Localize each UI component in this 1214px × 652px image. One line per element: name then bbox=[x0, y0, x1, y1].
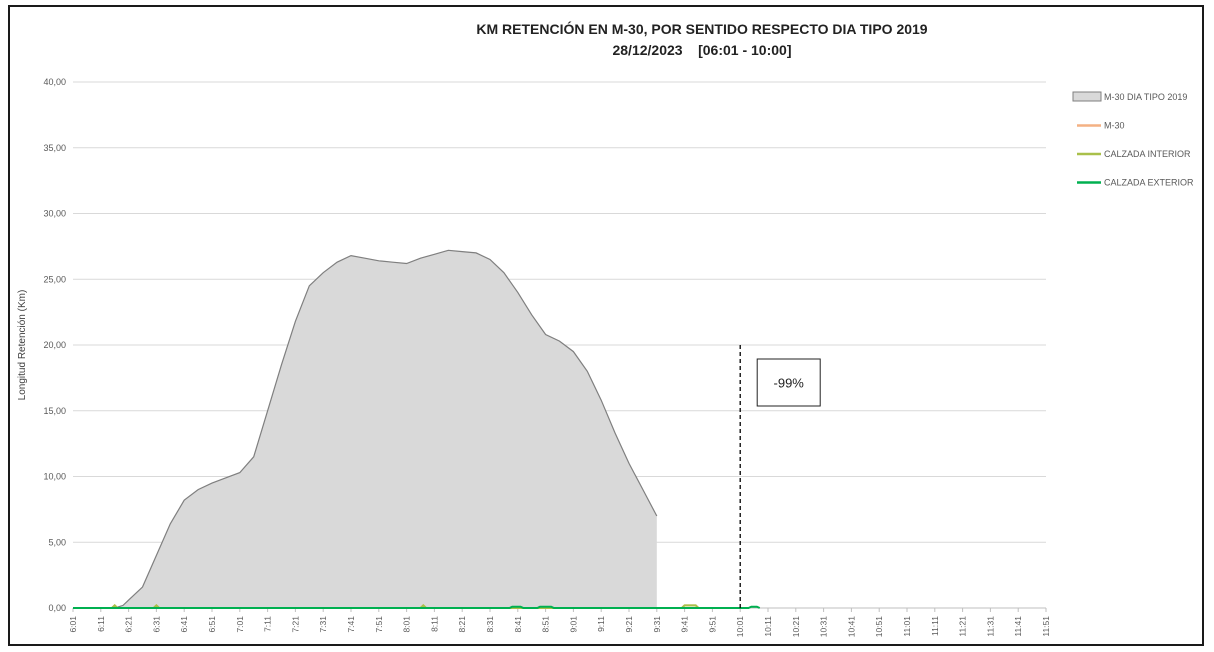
x-tick-label: 11:31 bbox=[985, 616, 995, 637]
x-tick-label: 8:21 bbox=[457, 616, 467, 633]
x-tick-label: 7:51 bbox=[374, 616, 384, 633]
y-tick-label: 35,00 bbox=[43, 143, 66, 153]
legend-label: CALZADA INTERIOR bbox=[1104, 149, 1191, 159]
x-tick-label: 7:31 bbox=[318, 616, 328, 633]
x-tick-label: 9:51 bbox=[707, 616, 717, 633]
series-area-fill bbox=[73, 250, 657, 609]
series-area-outline bbox=[73, 249, 658, 609]
x-tick-label: 7:41 bbox=[346, 616, 356, 633]
x-tick-label: 9:11 bbox=[596, 616, 606, 632]
x-tick-label: 10:41 bbox=[846, 616, 856, 638]
x-tick-label: 8:31 bbox=[485, 616, 495, 633]
x-tick-label: 9:01 bbox=[568, 616, 578, 633]
x-tick-label: 6:01 bbox=[68, 616, 78, 633]
series-layer bbox=[73, 249, 761, 609]
x-tick-label: 11:01 bbox=[902, 616, 912, 637]
x-tick-label: 11:51 bbox=[1041, 616, 1051, 637]
y-axis-label: Longitud Retención (Km) bbox=[17, 290, 28, 401]
x-tick-label: 6:51 bbox=[207, 616, 217, 633]
annotation: -99% bbox=[739, 345, 821, 608]
y-tick-label: 25,00 bbox=[43, 274, 66, 284]
y-tick-label: 5,00 bbox=[48, 537, 66, 547]
x-tick-label: 10:51 bbox=[874, 616, 884, 638]
y-tick-label: 0,00 bbox=[48, 603, 66, 613]
x-tick-label: 7:01 bbox=[235, 616, 245, 633]
y-tick-label: 10,00 bbox=[43, 472, 66, 482]
x-tick-label: 6:21 bbox=[124, 616, 134, 633]
x-tick-label: 7:11 bbox=[263, 616, 273, 632]
legend-label: CALZADA EXTERIOR bbox=[1104, 178, 1194, 188]
x-tick-label: 8:51 bbox=[541, 616, 551, 633]
series-line bbox=[73, 604, 741, 609]
x-tick-label: 11:21 bbox=[958, 616, 968, 637]
annotation-box bbox=[756, 358, 821, 407]
y-tick-label: 15,00 bbox=[43, 406, 66, 416]
x-tick-label: 9:31 bbox=[652, 616, 662, 633]
annotation-text: -99% bbox=[774, 376, 805, 391]
x-tick-label: 6:11 bbox=[96, 616, 106, 632]
x-tick-label: 6:31 bbox=[151, 616, 161, 633]
x-tick-label: 9:41 bbox=[680, 616, 690, 633]
series-line bbox=[73, 605, 761, 609]
x-tick-label: 9:21 bbox=[624, 616, 634, 633]
chart-title: KM RETENCIÓN EN M-30, POR SENTIDO RESPEC… bbox=[476, 20, 927, 37]
y-tick-label: 40,00 bbox=[43, 77, 66, 87]
x-tick-label: 6:41 bbox=[179, 616, 189, 633]
x-tick-label: 8:01 bbox=[402, 616, 412, 633]
x-tick-label: 10:21 bbox=[791, 616, 801, 638]
y-tick-label: 30,00 bbox=[43, 209, 66, 219]
legend-label: M-30 DIA TIPO 2019 bbox=[1104, 92, 1187, 102]
legend: M-30 DIA TIPO 2019 M-30 CALZADA INTERIOR CA… bbox=[1072, 91, 1194, 188]
x-tick-label: 11:41 bbox=[1013, 616, 1023, 637]
x-axis-ticks: 6:01 6:11 6:21 6:31 6:41 6:51 7:01 7:11 7:21 7:31… bbox=[68, 608, 1051, 637]
x-tick-label: 10:31 bbox=[819, 616, 829, 638]
x-tick-label: 11:11 bbox=[930, 616, 940, 636]
x-tick-label: 7:21 bbox=[290, 616, 300, 633]
x-tick-label: 10:11 bbox=[763, 616, 773, 637]
x-tick-label: 10:01 bbox=[735, 616, 745, 638]
y-tick-label: 20,00 bbox=[43, 340, 66, 350]
y-axis-ticks: 0,00 5,00 10,00 15,00 20,00 25,00 30,00 35,00 40… bbox=[43, 77, 66, 613]
x-tick-label: 8:41 bbox=[513, 616, 523, 633]
legend-label: M-30 bbox=[1104, 121, 1125, 131]
chart-subtitle: 28/12/2023 [06:01 - 10:00] bbox=[612, 42, 791, 58]
legend-swatch bbox=[1072, 91, 1102, 102]
x-tick-label: 8:11 bbox=[429, 616, 439, 632]
